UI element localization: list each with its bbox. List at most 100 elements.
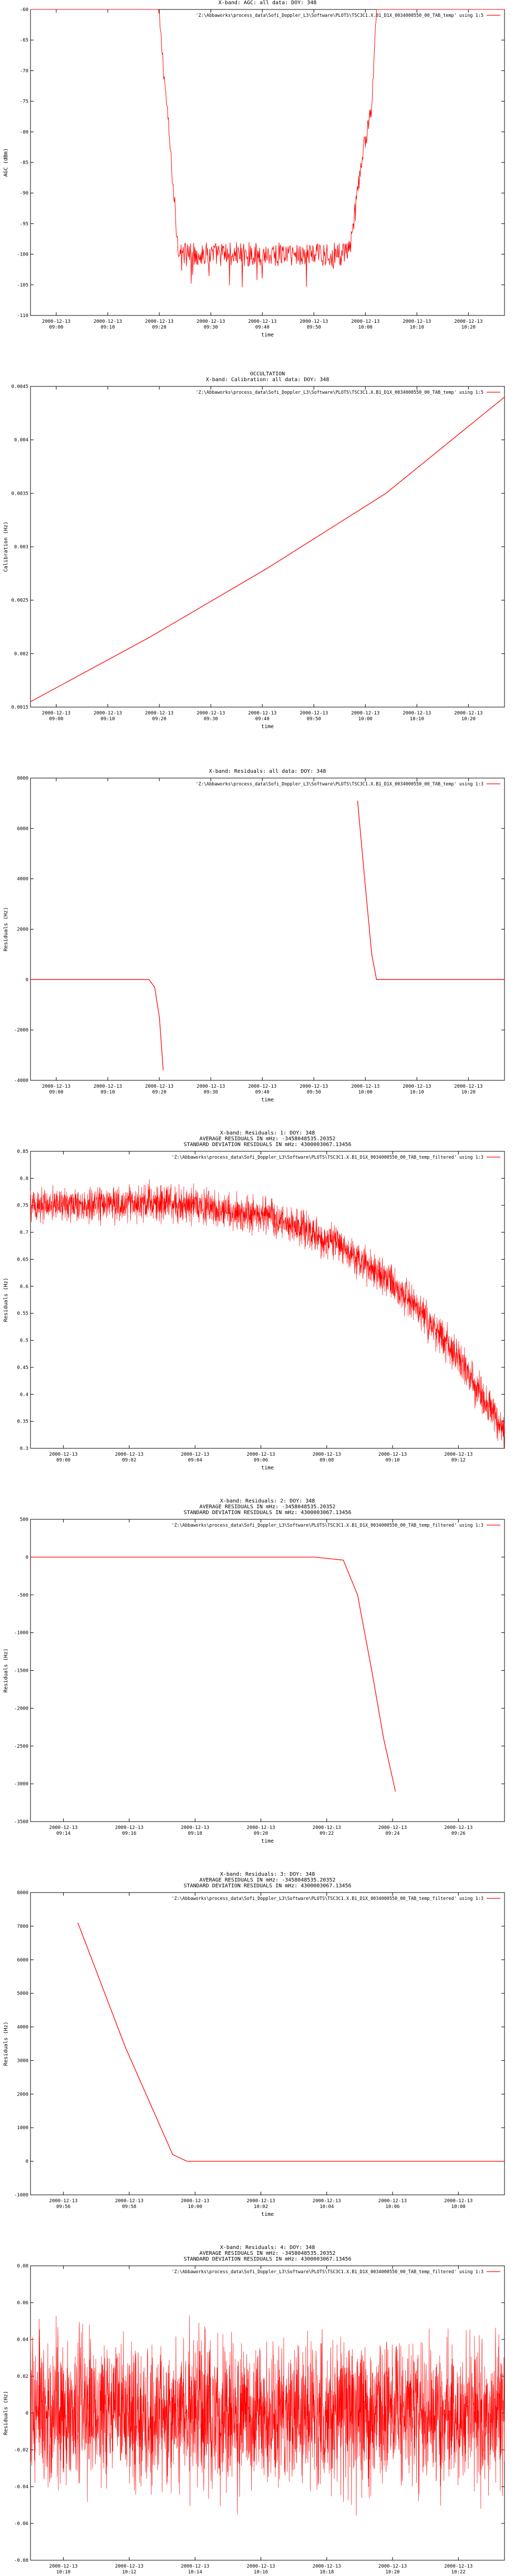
chart-title-line: X-band: Calibration: all data: DOY: 348 — [206, 377, 329, 383]
x-axis-label: time — [261, 332, 274, 338]
plot-frame — [30, 778, 505, 1081]
y-axis-label: Residuals (Hz) — [3, 907, 9, 951]
y-tick-label: 0.6 — [20, 1284, 28, 1290]
x-tick-label: 09:18 — [188, 1831, 202, 1836]
chart-title-line: STANDARD DEVIATION RESIDUALS IN mHz: 430… — [183, 1510, 351, 1516]
x-tick-label: 10:00 — [358, 717, 373, 722]
x-tick-date: 2000-12-13 — [248, 711, 276, 716]
chart-title-line: AVERAGE RESIDUALS IN mHz: -3458048535.20… — [200, 2251, 336, 2256]
y-tick-label: 0.0015 — [11, 705, 28, 710]
x-tick-label: 09:20 — [152, 1090, 167, 1095]
x-tick-date: 2000-12-13 — [42, 711, 70, 716]
x-tick-date: 2000-12-13 — [248, 1084, 276, 1089]
y-tick-label: 8000 — [17, 776, 28, 781]
plot-frame — [30, 1519, 505, 1822]
x-tick-label: 09:12 — [451, 1458, 466, 1463]
x-tick-date: 2000-12-13 — [145, 1084, 173, 1089]
y-tick-label: -65 — [20, 38, 28, 43]
y-tick-label: -0.04 — [14, 2485, 28, 2490]
y-tick-label: -75 — [20, 99, 28, 105]
x-tick-date: 2000-12-13 — [49, 1825, 78, 1831]
x-tick-date: 2000-12-13 — [246, 1825, 275, 1831]
y-tick-label: 0.75 — [17, 1203, 28, 1209]
y-axis-label: Calibration (Hz) — [3, 522, 9, 572]
chart-title-line: X-band: Residuals: 2: DOY: 348 — [220, 1498, 315, 1504]
y-tick-label: 0.04 — [17, 2337, 28, 2343]
plot-frame — [30, 1892, 505, 2195]
y-tick-label: -95 — [20, 221, 28, 227]
x-tick-label: 09:10 — [101, 717, 115, 722]
x-tick-label: 09:00 — [49, 717, 63, 722]
x-tick-date: 2000-12-13 — [444, 1452, 472, 1457]
x-tick-label: 10:20 — [461, 325, 476, 330]
x-tick-label: 09:20 — [152, 717, 167, 722]
chart-title-line: OCCULTATION — [250, 371, 285, 377]
x-tick-label: 09:50 — [307, 325, 321, 330]
chart-title-line: X-band: Residuals: 4: DOY: 348 — [220, 2245, 315, 2251]
x-tick-date: 2000-12-13 — [246, 2564, 275, 2569]
x-tick-label: 09:50 — [307, 1090, 321, 1095]
y-tick-label: -0.08 — [14, 2558, 28, 2563]
x-tick-label: 09:10 — [101, 1090, 115, 1095]
y-tick-label: -110 — [17, 313, 28, 319]
x-tick-date: 2000-12-13 — [115, 2199, 143, 2204]
y-tick-label: 0.002 — [14, 651, 28, 657]
y-tick-label: 0 — [26, 1555, 28, 1560]
x-tick-label: 09:26 — [451, 1831, 466, 1836]
y-tick-label: -80 — [20, 130, 28, 135]
x-tick-date: 2000-12-13 — [115, 1825, 143, 1831]
x-tick-date: 2000-12-13 — [49, 1452, 78, 1457]
x-tick-label: 10:06 — [385, 2204, 399, 2210]
x-tick-label: 10:02 — [254, 2204, 268, 2210]
y-tick-label: -70 — [20, 68, 28, 74]
x-tick-label: 09:14 — [56, 1831, 70, 1836]
y-tick-label: -1000 — [14, 2193, 28, 2198]
x-tick-date: 2000-12-13 — [313, 2564, 341, 2569]
x-tick-date: 2000-12-13 — [444, 2199, 472, 2204]
chart-title-line: X-band: AGC: all data: DOY: 348 — [219, 0, 317, 6]
y-tick-label: -100 — [17, 252, 28, 258]
y-tick-label: -90 — [20, 191, 28, 196]
x-tick-date: 2000-12-13 — [49, 2199, 78, 2204]
legend-label: 'Z:\Abbaworks\process_data\Sofi_Doppler_… — [171, 1155, 483, 1160]
x-tick-date: 2000-12-13 — [181, 2199, 209, 2204]
x-tick-label: 09:10 — [385, 1458, 399, 1463]
x-tick-date: 2000-12-13 — [145, 711, 173, 716]
y-tick-label: 0.7 — [20, 1230, 28, 1235]
y-axis-label: Residuals (Hz) — [3, 1277, 9, 1322]
y-tick-label: 0.45 — [17, 1365, 28, 1371]
y-axis-label: AGC (dBm) — [3, 148, 9, 177]
x-tick-label: 10:00 — [358, 325, 373, 330]
x-tick-date: 2000-12-13 — [454, 711, 482, 716]
y-tick-label: -2500 — [14, 1744, 28, 1749]
y-tick-label: 0.02 — [17, 2374, 28, 2379]
series-line — [30, 1179, 505, 1449]
x-tick-date: 2000-12-13 — [300, 1084, 328, 1089]
chart-title-line: X-band: Residuals: 3: DOY: 348 — [220, 1872, 315, 1877]
x-tick-label: 10:08 — [451, 2204, 466, 2210]
y-tick-label: -60 — [20, 7, 28, 13]
chart-title-line: STANDARD DEVIATION RESIDUALS IN mHz: 430… — [183, 1142, 351, 1148]
y-tick-label: 0 — [26, 2159, 28, 2164]
y-tick-label: -2000 — [14, 1706, 28, 1711]
x-tick-label: 09:06 — [254, 1458, 268, 1463]
y-tick-label: -0.02 — [14, 2448, 28, 2453]
legend-label: 'Z:\Abbaworks\process_data\Sofi_Doppler_… — [195, 13, 483, 18]
y-tick-label: -2000 — [14, 1028, 28, 1033]
legend-label: 'Z:\Abbaworks\process_data\Sofi_Doppler_… — [171, 1523, 483, 1528]
x-tick-date: 2000-12-13 — [246, 2199, 275, 2204]
y-tick-label: 0.8 — [20, 1176, 28, 1181]
x-tick-date: 2000-12-13 — [197, 711, 225, 716]
y-tick-label: 500 — [20, 1517, 28, 1522]
y-tick-label: 6000 — [17, 826, 28, 832]
y-tick-label: 0.35 — [17, 1419, 28, 1425]
y-tick-label: 0.85 — [17, 1149, 28, 1154]
x-tick-label: 09:58 — [122, 2204, 136, 2210]
chart-title-line: STANDARD DEVIATION RESIDUALS IN mHz: 430… — [183, 1883, 351, 1889]
series-line — [30, 9, 504, 288]
x-tick-label: 09:40 — [255, 1090, 270, 1095]
x-tick-date: 2000-12-13 — [246, 1452, 275, 1457]
